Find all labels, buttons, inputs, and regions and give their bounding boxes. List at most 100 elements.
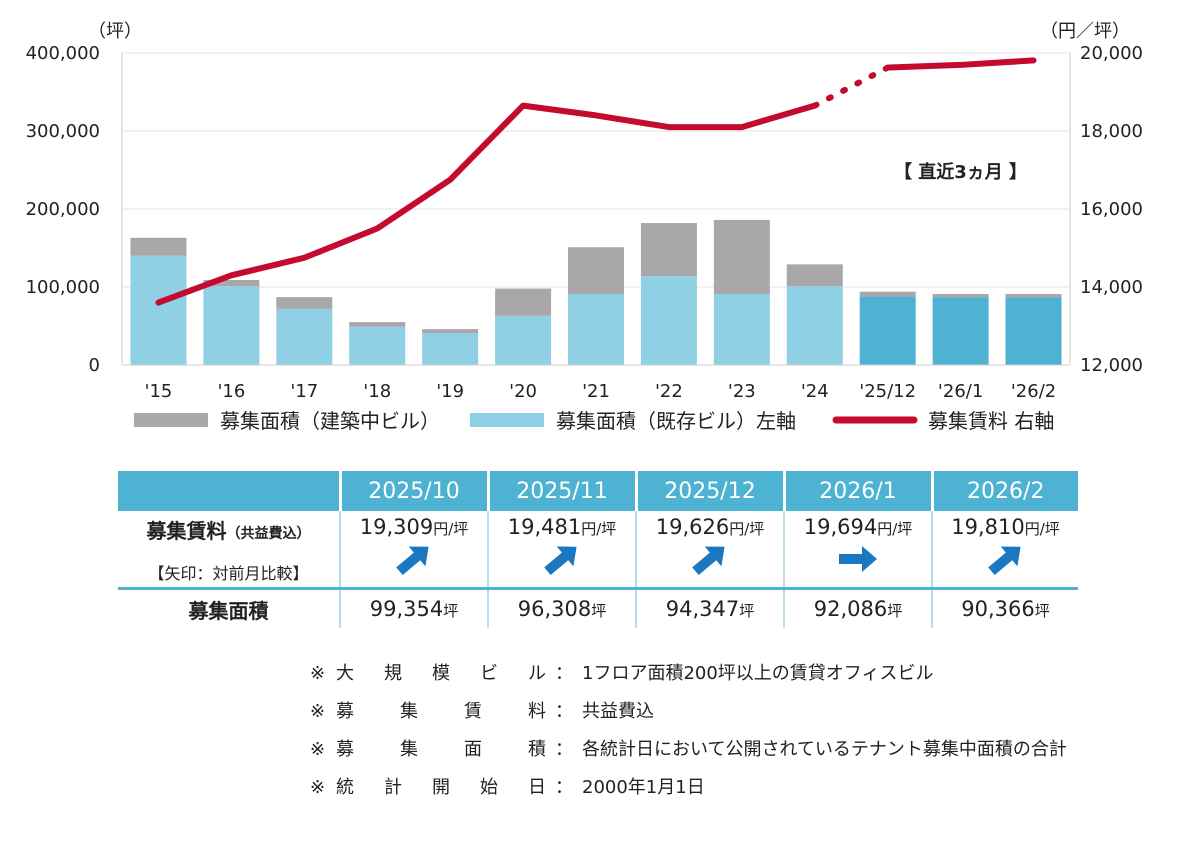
- note-key-char: 募: [336, 739, 354, 760]
- table-row-rent: 募集賃料（共益費込） 【矢印：対前月比較】 19,309円/坪 19,481円/…: [118, 511, 1078, 589]
- rent-value: 19,810: [951, 515, 1025, 539]
- rent-value: 19,694: [803, 515, 878, 539]
- bar-existing: [349, 326, 406, 365]
- left-tick-label: 400,000: [26, 43, 100, 64]
- x-tick-label: '17: [290, 381, 318, 402]
- right-tick-label: 18,000: [1080, 121, 1143, 142]
- rent-unit: 円/坪: [877, 520, 913, 538]
- bar-construction: [786, 264, 843, 287]
- rent-cell: 19,626円/坪: [635, 511, 784, 589]
- bar-existing: [568, 294, 624, 365]
- bar-construction: [495, 288, 552, 316]
- legend-label: 募集面積（既存ビル）左軸: [556, 409, 796, 433]
- arrow-note: 【矢印：対前月比較】: [148, 563, 309, 583]
- area-unit: 坪: [887, 602, 903, 620]
- bar-existing: [640, 276, 697, 365]
- note-key-char: 料: [528, 701, 546, 722]
- bar-construction: [130, 237, 187, 256]
- rent-line-solid: [884, 57, 1037, 71]
- rent-label-sub: （共益費込）: [226, 525, 311, 542]
- bars: [130, 219, 1062, 365]
- x-tick-label: '18: [363, 381, 391, 402]
- note-key: 募集賃料: [336, 693, 552, 731]
- rent-label: 募集賃料: [146, 518, 227, 543]
- table-header-month: 2026/2: [930, 471, 1078, 511]
- bar-existing: [130, 255, 187, 365]
- arrow-right-icon: [839, 546, 877, 572]
- note-key: 大規模ビル: [336, 655, 552, 693]
- area-cell: 94,347坪: [635, 587, 784, 628]
- footnotes: ※ 大規模ビル： 1フロア面積200坪以上の賃貸オフィスビル ※ 募集賃料：共益費込 ※ 募…: [310, 655, 1067, 807]
- legend-label: 募集面積（建築中ビル）: [220, 409, 440, 433]
- right-tick-label: 14,000: [1080, 277, 1143, 298]
- note-key-char: ル: [528, 663, 546, 684]
- bar-construction: [1005, 294, 1062, 298]
- x-tick-label: '19: [436, 381, 464, 402]
- rent-cell: 19,481円/坪: [487, 511, 636, 589]
- note-key-char: 始: [480, 777, 498, 798]
- table-header-month: 2026/1: [782, 471, 932, 511]
- bar-construction: [713, 219, 770, 295]
- rent-line: [155, 57, 1037, 306]
- area-unit: 坪: [1034, 602, 1050, 620]
- note-key-char: 統: [336, 777, 354, 798]
- legend: 募集面積（建築中ビル） 募集面積（既存ビル）左軸 募集賃料 右軸: [134, 409, 1054, 433]
- note-key-char: ビ: [480, 663, 498, 684]
- note-mark: ※: [310, 663, 326, 684]
- area-value: 92,086: [813, 597, 888, 621]
- bar-construction: [568, 247, 624, 295]
- rent-cell: 19,810円/坪: [931, 511, 1078, 589]
- area-value: 90,366: [961, 597, 1035, 621]
- bar-existing: [422, 333, 479, 365]
- right-tick-label: 20,000: [1080, 43, 1143, 64]
- area-value: 94,347: [665, 597, 740, 621]
- x-tick-label: '26/1: [938, 381, 983, 402]
- rent-cell: 19,309円/坪: [339, 511, 488, 589]
- rent-unit: 円/坪: [1024, 520, 1060, 538]
- note-key: 統計開始日: [336, 769, 552, 807]
- area-value: 99,354: [369, 597, 444, 621]
- note-key: 募集面積: [336, 731, 552, 769]
- bar-existing: [859, 296, 916, 365]
- table-row-area: 募集面積 99,354坪 96,308坪 94,347坪 92,086坪 90,…: [118, 587, 1078, 628]
- note-line: ※ 大 規 模 ビ ル ： 1フロア面積200坪以上の賃貸オフィスビル: [310, 655, 1067, 693]
- x-tick-label: '25/12: [859, 381, 916, 402]
- arrow-up-right-icon: [692, 546, 725, 576]
- bar-construction: [640, 223, 697, 277]
- bar-existing: [713, 294, 770, 365]
- left-axis-unit: （坪）: [88, 21, 142, 42]
- note-colon: ：: [555, 739, 573, 760]
- note-text: 1フロア面積200坪以上の賃貸オフィスビル: [582, 663, 934, 684]
- x-tick-label: '16: [217, 381, 245, 402]
- rent-unit: 円/坪: [433, 520, 469, 538]
- bar-construction: [203, 279, 260, 287]
- note-key-char: 募: [336, 701, 354, 722]
- left-tick-label: 200,000: [26, 199, 100, 220]
- bar-existing: [932, 297, 989, 365]
- note-text: 各統計日において公開されているテナント募集中面積の合計: [582, 739, 1067, 760]
- rent-value: 19,481: [507, 515, 582, 539]
- bar-construction: [932, 294, 989, 298]
- note-colon: ：: [555, 701, 573, 722]
- area-cell: 96,308坪: [487, 587, 636, 628]
- note-key-char: 積: [528, 739, 546, 760]
- note-colon: ：: [555, 777, 573, 798]
- bar-construction: [422, 329, 479, 334]
- chart: 0 100,000 200,000 300,000 400,000 12,000 14,00…: [26, 21, 1143, 433]
- area-unit: 坪: [739, 602, 755, 620]
- rent-line-solid: [155, 102, 818, 306]
- area-row-label: 募集面積: [118, 587, 340, 628]
- note-key-char: 賃: [464, 701, 482, 722]
- bar-existing: [786, 286, 843, 365]
- bar-existing: [203, 286, 260, 365]
- note-key-char: 集: [400, 739, 418, 760]
- bar-construction: [276, 297, 333, 309]
- note-text: 共益費込: [582, 701, 654, 722]
- right-tick-label: 12,000: [1080, 355, 1143, 376]
- x-tick-label: '21: [582, 381, 610, 402]
- note-key-char: 日: [528, 777, 546, 798]
- rent-value: 19,626: [655, 515, 730, 539]
- note-key-char: 大: [336, 663, 354, 684]
- left-tick-label: 300,000: [26, 121, 100, 142]
- recent-3-months-annotation: 【 直近3ヵ月 】: [894, 161, 1027, 183]
